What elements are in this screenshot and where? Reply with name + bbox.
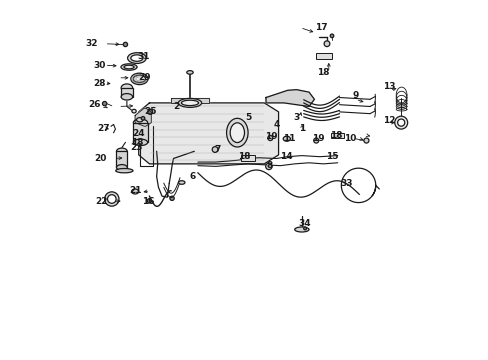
Circle shape <box>265 163 271 170</box>
Text: 18: 18 <box>317 68 329 77</box>
Text: 4: 4 <box>273 120 280 129</box>
Text: 22: 22 <box>95 197 107 206</box>
Text: 10: 10 <box>344 134 356 143</box>
Bar <box>121 88 132 97</box>
Ellipse shape <box>124 65 134 69</box>
Circle shape <box>267 135 272 140</box>
Circle shape <box>147 109 152 114</box>
Ellipse shape <box>226 118 247 147</box>
Text: 24: 24 <box>132 129 145 138</box>
Circle shape <box>303 227 306 230</box>
Ellipse shape <box>116 165 127 170</box>
Ellipse shape <box>121 64 137 70</box>
Bar <box>133 123 147 142</box>
Ellipse shape <box>294 227 308 232</box>
Circle shape <box>329 34 333 38</box>
Ellipse shape <box>116 168 133 173</box>
Circle shape <box>169 196 174 201</box>
Text: 19: 19 <box>264 132 277 141</box>
Text: 26: 26 <box>88 100 101 109</box>
Ellipse shape <box>133 139 147 145</box>
Circle shape <box>123 42 127 46</box>
Ellipse shape <box>133 75 145 82</box>
Ellipse shape <box>178 181 184 184</box>
Polygon shape <box>139 103 278 164</box>
Text: 9: 9 <box>352 91 358 100</box>
Text: 30: 30 <box>94 61 106 70</box>
Text: 23: 23 <box>130 143 143 152</box>
Text: 21: 21 <box>129 186 142 195</box>
Polygon shape <box>265 90 314 107</box>
Text: 18: 18 <box>130 138 143 147</box>
Text: 27: 27 <box>97 123 110 132</box>
Text: 29: 29 <box>138 73 150 82</box>
Ellipse shape <box>133 119 147 126</box>
Polygon shape <box>171 98 208 103</box>
Text: 11: 11 <box>283 134 295 143</box>
Ellipse shape <box>116 148 127 154</box>
Circle shape <box>102 102 106 106</box>
Text: 31: 31 <box>137 52 149 61</box>
Ellipse shape <box>178 98 201 107</box>
Polygon shape <box>135 108 151 126</box>
Ellipse shape <box>131 55 142 61</box>
Circle shape <box>212 147 218 152</box>
Text: 17: 17 <box>315 23 327 32</box>
Text: 7: 7 <box>214 145 221 154</box>
Text: 15: 15 <box>325 152 338 161</box>
Ellipse shape <box>121 94 132 100</box>
Ellipse shape <box>186 71 193 74</box>
Bar <box>116 151 127 167</box>
Text: 5: 5 <box>244 113 251 122</box>
Ellipse shape <box>283 136 290 141</box>
Ellipse shape <box>181 100 198 105</box>
Text: 18: 18 <box>329 131 342 140</box>
Text: 3: 3 <box>293 113 299 122</box>
Circle shape <box>394 116 407 129</box>
Text: 34: 34 <box>298 219 310 228</box>
Text: 14: 14 <box>280 152 292 161</box>
Circle shape <box>107 195 116 203</box>
Circle shape <box>397 119 404 126</box>
Ellipse shape <box>230 123 244 143</box>
Text: 19: 19 <box>311 134 324 143</box>
Text: 16: 16 <box>142 197 154 206</box>
Text: 20: 20 <box>94 154 106 163</box>
Text: 2: 2 <box>173 102 179 111</box>
Circle shape <box>313 138 318 143</box>
Text: 6: 6 <box>189 172 195 181</box>
Text: 18: 18 <box>237 152 249 161</box>
Circle shape <box>104 192 119 206</box>
Bar <box>241 155 255 161</box>
Bar <box>330 133 344 138</box>
Text: 32: 32 <box>86 39 98 48</box>
Circle shape <box>141 117 144 120</box>
Ellipse shape <box>131 189 139 194</box>
Circle shape <box>324 41 329 46</box>
Text: 1: 1 <box>298 123 305 132</box>
Text: 8: 8 <box>266 161 272 170</box>
Ellipse shape <box>131 73 148 85</box>
Text: 28: 28 <box>94 79 106 88</box>
Ellipse shape <box>121 84 132 92</box>
Circle shape <box>147 199 151 203</box>
Circle shape <box>363 138 368 143</box>
Ellipse shape <box>127 53 146 63</box>
Text: 25: 25 <box>143 107 156 116</box>
Text: 33: 33 <box>340 179 352 188</box>
Ellipse shape <box>136 118 142 122</box>
Text: 13: 13 <box>383 82 395 91</box>
Text: 12: 12 <box>383 116 395 125</box>
Ellipse shape <box>132 109 136 113</box>
Bar <box>316 53 332 59</box>
